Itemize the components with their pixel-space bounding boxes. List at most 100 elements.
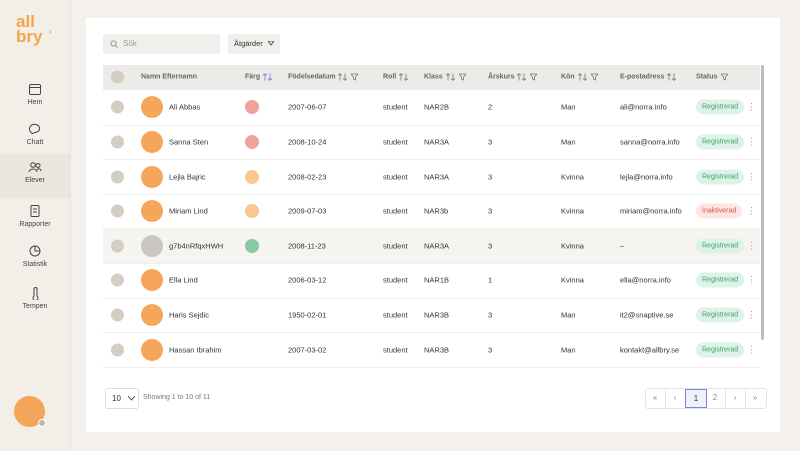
nav-icon (29, 245, 41, 257)
row-menu[interactable]: ⋮ (747, 274, 756, 285)
nav-item[interactable]: Elever (0, 154, 70, 198)
cell-birth: 1950-02-01 (288, 310, 327, 320)
student-avatar (141, 200, 163, 223)
nav-label: Hem (27, 99, 43, 106)
color-swatch (245, 238, 259, 253)
table-row[interactable] (103, 298, 760, 334)
column-header[interactable]: Födelsedatum (288, 73, 359, 81)
column-header[interactable]: Status (696, 73, 729, 81)
search-box[interactable]: Sök (103, 34, 220, 54)
row-checkbox[interactable] (111, 273, 124, 287)
collapse-icon[interactable]: › (49, 27, 52, 36)
actions-button[interactable]: Åtgärder (228, 34, 280, 54)
cell-email: ella@norra.info (620, 275, 671, 285)
table-row[interactable] (103, 90, 760, 126)
nav-item[interactable]: Chatt (0, 116, 70, 160)
column-title: Färg (245, 73, 261, 81)
select-all-checkbox[interactable] (111, 70, 124, 84)
page-button[interactable]: 1 (685, 389, 707, 408)
row-checkbox[interactable] (111, 343, 124, 356)
row-checkbox[interactable] (111, 204, 124, 218)
row-menu[interactable]: ⋮ (747, 240, 756, 251)
row-checkbox[interactable] (111, 239, 124, 253)
page-size-select[interactable]: 10 (105, 388, 139, 409)
student-name: g7b4nRfqxHWH (169, 241, 224, 251)
table-row[interactable] (103, 332, 760, 368)
page-button[interactable]: » (752, 393, 758, 402)
column-title: Klass (424, 73, 443, 81)
filter-icon[interactable] (530, 73, 538, 81)
table-row[interactable] (103, 228, 760, 264)
student-name: Haris Sejdic (169, 310, 210, 320)
page-button[interactable]: ‹ (665, 389, 686, 407)
cell-grade: 3 (488, 310, 493, 320)
color-swatch (245, 169, 259, 184)
filter-icon[interactable] (351, 73, 359, 81)
sort-icon[interactable] (577, 73, 587, 81)
cell-email: ali@norra.info (620, 102, 667, 112)
sort-icon[interactable] (667, 73, 677, 81)
cell-role: student (383, 206, 408, 216)
filter-icon[interactable] (458, 73, 466, 81)
status-dot (38, 419, 46, 427)
table-row[interactable] (103, 159, 760, 195)
student-name: Hassan Ibrahim (169, 345, 222, 354)
column-header[interactable]: E-postadress (620, 73, 677, 81)
cell-grade: 3 (488, 137, 493, 147)
cell-class: NAR3b (424, 206, 449, 216)
status-badge: Registrerad (696, 342, 745, 357)
logo-text: all (16, 12, 35, 31)
nav-icon (29, 123, 40, 135)
nav-item[interactable]: Tempen (0, 280, 70, 324)
page-button[interactable]: « (645, 389, 666, 407)
cell-class: NAR3B (424, 310, 450, 320)
logo-text: bry (16, 27, 43, 46)
row-checkbox[interactable] (111, 100, 124, 114)
column-header[interactable]: Färg (245, 73, 273, 81)
page-button[interactable]: 2 (705, 389, 726, 407)
row-menu[interactable]: ⋮ (747, 171, 756, 181)
status-badge: Registrerad (696, 307, 745, 323)
table-row[interactable] (103, 263, 760, 299)
cell-gender: Kvinna (561, 172, 584, 181)
sort-icon[interactable] (399, 73, 409, 81)
color-swatch (245, 204, 259, 219)
filter-icon[interactable] (721, 73, 729, 81)
nav-item[interactable]: Rapporter (0, 198, 70, 242)
column-header[interactable]: Klass (424, 73, 466, 81)
row-menu[interactable]: ⋮ (747, 101, 756, 112)
row-menu[interactable]: ⋮ (747, 136, 756, 147)
row-menu[interactable]: ⋮ (747, 205, 756, 216)
table-row[interactable] (103, 125, 760, 161)
row-checkbox[interactable] (111, 308, 124, 322)
row-menu[interactable]: ⋮ (747, 344, 756, 354)
nav-item[interactable]: Statistik (0, 238, 70, 282)
sort-icon[interactable] (263, 73, 273, 81)
nav-item[interactable]: Hem (0, 76, 70, 120)
nav-icon (32, 287, 39, 300)
student-avatar (141, 234, 163, 257)
cell-class: NAR1B (424, 275, 450, 285)
sort-icon[interactable] (338, 73, 348, 81)
column-header[interactable]: Kön (561, 73, 598, 81)
cell-grade: 3 (488, 172, 493, 181)
nav-label: Statistik (22, 261, 48, 268)
row-menu[interactable]: ⋮ (747, 309, 756, 320)
cell-email: miriam@norra.info (620, 206, 682, 216)
sort-icon[interactable] (517, 73, 527, 81)
nav-label: Elever (25, 177, 45, 184)
column-title: Status (696, 73, 718, 81)
column-header[interactable]: Roll (383, 73, 409, 81)
row-checkbox[interactable] (111, 170, 124, 183)
column-header[interactable]: Namn Efternamn (141, 74, 197, 81)
page-button[interactable]: › (725, 389, 746, 407)
cell-email: – (620, 241, 625, 251)
cell-class: NAR3A (424, 172, 450, 181)
filter-icon[interactable] (590, 73, 598, 81)
row-checkbox[interactable] (111, 135, 124, 149)
cell-grade: 3 (488, 206, 493, 216)
column-header[interactable]: Årskurs (488, 73, 538, 81)
sort-icon[interactable] (445, 73, 455, 81)
cell-birth: 2009-07-03 (288, 206, 327, 216)
